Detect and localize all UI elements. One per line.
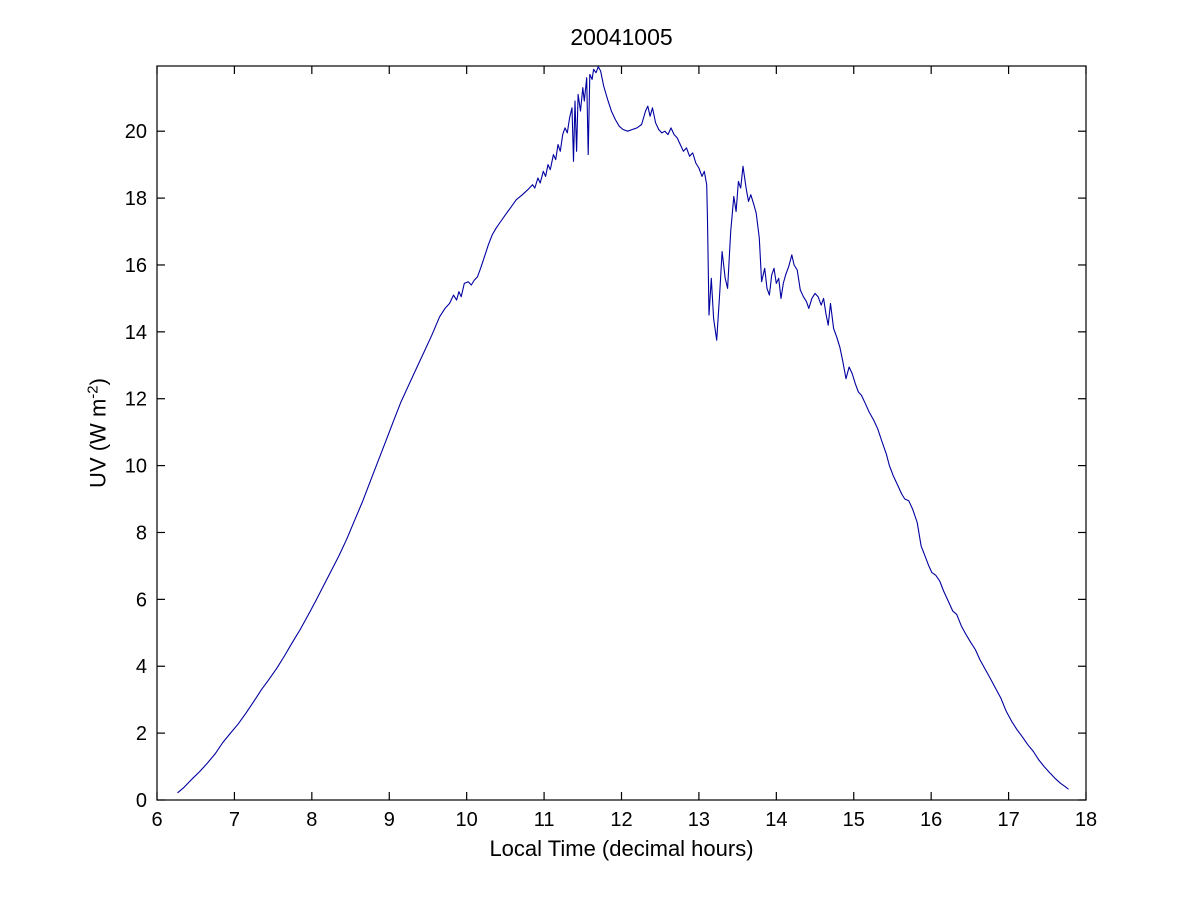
uv-curve (177, 66, 1069, 794)
y-tick-label: 0 (136, 790, 147, 812)
y-tick-label: 14 (125, 322, 147, 344)
x-tick-label: 8 (306, 809, 317, 831)
x-tick-label: 10 (456, 809, 478, 831)
x-tick-label: 14 (765, 809, 787, 831)
x-axis-label: Local Time (decimal hours) (489, 836, 754, 861)
y-tick-label: 12 (125, 389, 147, 411)
y-tick-label: 18 (125, 188, 147, 210)
x-tick-label: 12 (610, 809, 632, 831)
y-tick-label: 10 (125, 456, 147, 478)
y-tick-label: 4 (136, 656, 147, 678)
x-tick-label: 13 (688, 809, 710, 831)
y-tick-label: 16 (125, 255, 147, 277)
x-tick-label: 18 (1075, 809, 1097, 831)
y-tick-label: 6 (136, 589, 147, 611)
y-tick-label: 8 (136, 522, 147, 544)
x-tick-label: 11 (534, 809, 555, 831)
x-tick-label: 6 (151, 809, 162, 831)
x-tick-label: 9 (384, 809, 395, 831)
x-tick-label: 16 (920, 809, 942, 831)
x-tick-label: 15 (843, 809, 865, 831)
x-tick-label: 17 (997, 809, 1019, 831)
x-tick-label: 7 (229, 809, 240, 831)
plot-border (156, 65, 1087, 801)
y-tick-label: 20 (125, 121, 147, 143)
y-tick-label: 2 (136, 723, 147, 745)
chart-title: 20041005 (570, 24, 673, 50)
